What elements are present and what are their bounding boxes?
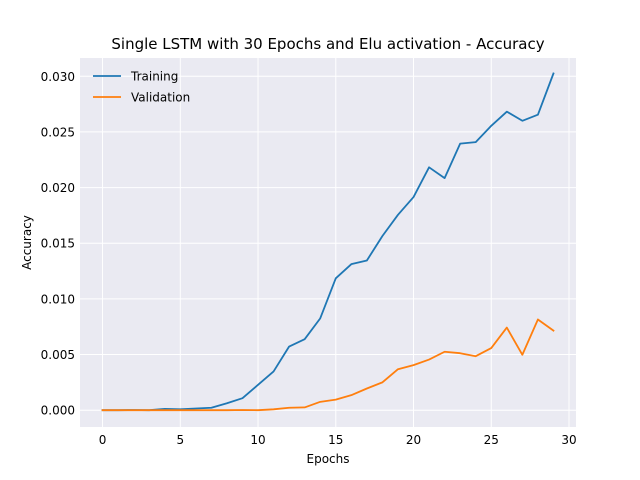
x-tick-label: 0 xyxy=(99,433,107,447)
x-tick-labels: 0 5 10 15 20 25 30 xyxy=(99,433,577,447)
y-tick-label: 0.000 xyxy=(41,404,75,418)
series-lines xyxy=(101,72,555,412)
x-tick-label: 10 xyxy=(250,433,265,447)
y-axis-label: Accuracy xyxy=(20,215,34,270)
plot-background xyxy=(80,58,576,427)
legend-label-validation: Validation xyxy=(131,91,190,105)
y-tick-label: 0.015 xyxy=(41,237,75,251)
legend-label-training: Training xyxy=(130,70,178,84)
x-axis-label: Epochs xyxy=(307,452,350,466)
x-tick-label: 5 xyxy=(176,433,184,447)
y-tick-label: 0.005 xyxy=(41,348,75,362)
y-tick-labels: 0.000 0.005 0.010 0.015 0.020 0.025 0.030 xyxy=(41,70,75,418)
x-tick-label: 15 xyxy=(328,433,343,447)
y-tick-label: 0.010 xyxy=(41,292,75,306)
series-line-training xyxy=(101,72,555,412)
series-line-validation xyxy=(101,318,555,412)
y-tick-label: 0.020 xyxy=(41,181,75,195)
x-tick-label: 25 xyxy=(484,433,499,447)
legend: Training Validation xyxy=(93,70,190,105)
chart-title: Single LSTM with 30 Epochs and Elu activ… xyxy=(111,35,544,53)
x-tick-label: 30 xyxy=(561,433,576,447)
y-tick-label: 0.025 xyxy=(41,125,75,139)
x-tick-label: 20 xyxy=(406,433,421,447)
y-tick-label: 0.030 xyxy=(41,70,75,84)
x-gridlines xyxy=(102,58,570,427)
y-gridlines xyxy=(80,75,576,411)
